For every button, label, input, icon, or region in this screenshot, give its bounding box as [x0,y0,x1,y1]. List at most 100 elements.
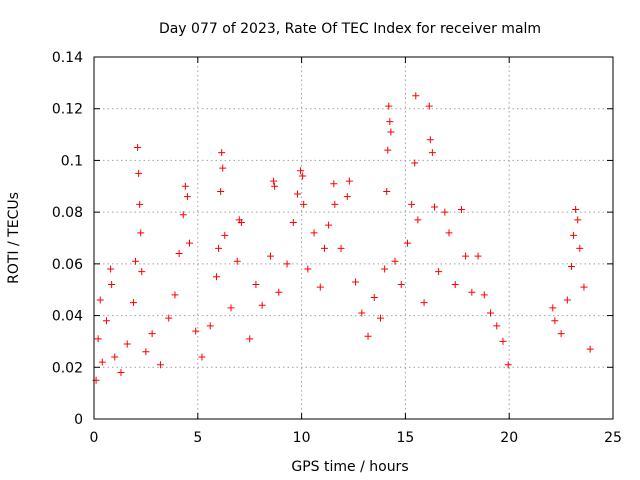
data-point [252,281,260,289]
data-point [352,278,360,286]
data-point [451,281,459,289]
data-point [370,293,378,301]
data-point [310,229,318,237]
grid [94,57,613,419]
data-point [206,322,214,330]
y-tick-label: 0.06 [52,257,83,273]
data-point [474,252,482,260]
data-point [135,169,143,177]
data-points [92,92,594,384]
data-point [412,92,420,100]
data-point [98,358,106,366]
data-point [192,327,200,335]
data-point [148,330,156,338]
axis-ticks [93,56,614,420]
data-point [445,229,453,237]
data-point [580,283,588,291]
data-point [383,187,391,195]
data-point [586,345,594,353]
data-point [343,193,351,201]
data-point [183,193,191,201]
data-point [266,252,274,260]
data-point [493,322,501,330]
data-point [428,149,436,157]
data-point [316,283,324,291]
data-point [171,291,179,299]
data-point [246,335,254,343]
data-point [132,257,140,265]
x-axis-label: GPS time / hours [291,459,408,475]
x-tick-label: 25 [604,430,622,446]
data-point [337,244,345,252]
data-point [397,281,405,289]
data-point [391,257,399,265]
data-point [271,182,279,190]
data-point [129,299,137,307]
data-point [430,203,438,211]
data-point [414,216,422,224]
data-point [345,177,353,185]
data-point [504,361,512,369]
x-tick-label: 0 [90,430,99,446]
data-point [227,304,235,312]
y-tick-labels: 0 0.02 0.04 0.06 0.08 0.1 0.12 0.14 [52,50,83,428]
data-point [572,206,580,214]
data-point [384,146,392,154]
data-point [385,102,393,110]
data-point [138,268,146,276]
data-point [299,172,307,180]
data-point [426,136,434,144]
data-point [181,182,189,190]
data-point [198,353,206,361]
data-point [387,128,395,136]
data-point [330,180,338,188]
x-tick-label: 15 [396,430,414,446]
data-point [300,200,308,208]
data-point [549,304,557,312]
data-point [557,330,565,338]
data-point [134,144,142,151]
data-point [551,317,559,325]
y-tick-label: 0 [74,412,83,428]
data-point [462,252,470,260]
data-point [221,231,229,239]
data-point [381,265,389,273]
data-point [457,206,465,214]
data-point [297,167,305,175]
data-point [111,353,119,361]
x-tick-labels: 0 5 10 15 20 25 [90,430,622,446]
data-point [487,309,495,317]
data-point [386,118,394,126]
data-point [499,337,507,345]
y-axis-label: ROTI / TECUs [6,192,22,284]
data-point [237,218,245,226]
y-tick-label: 0.08 [52,205,83,221]
data-point [480,291,488,299]
data-point [102,317,110,325]
data-point [185,239,193,247]
data-point [123,340,131,348]
y-tick-label: 0.14 [52,50,83,66]
data-point [217,187,225,195]
data-point [283,260,291,268]
data-point [574,216,582,224]
data-point [576,244,584,252]
y-tick-label: 0.04 [52,309,83,325]
data-point [233,257,241,265]
data-point [136,200,144,208]
data-point [137,229,145,237]
data-point [304,265,312,273]
data-point [425,102,433,110]
data-point [358,309,366,317]
data-point [175,250,183,258]
chart-title: Day 077 of 2023, Rate Of TEC Index for r… [159,21,541,37]
x-tick-label: 10 [293,430,311,446]
plot-frame [93,56,614,420]
data-point [212,273,220,281]
data-point [165,314,173,322]
x-tick-label: 20 [500,430,518,446]
data-point [117,368,125,376]
y-tick-label: 0.02 [52,360,83,376]
data-point [215,244,223,252]
